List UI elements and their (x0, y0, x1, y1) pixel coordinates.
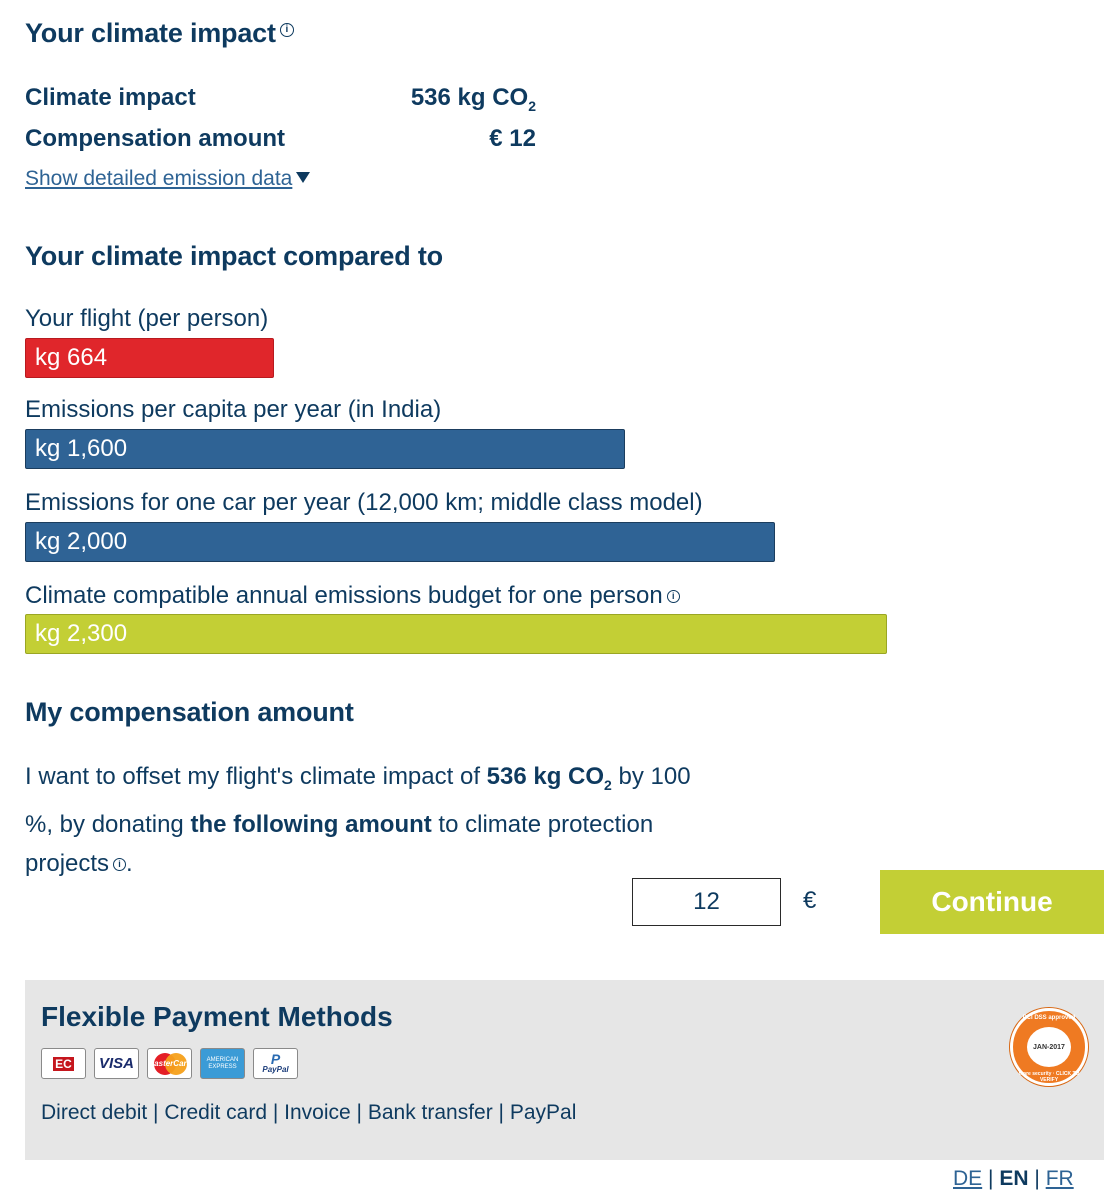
payment-methods-list: Direct debit | Credit card | Invoice | B… (41, 1101, 577, 1124)
co2-subscript: 2 (528, 97, 536, 114)
pci-badge-top-text: PCI DSS approved (1022, 1015, 1076, 1021)
co2-subscript: 2 (604, 776, 612, 793)
comparison-label-car: Emissions for one car per year (12,000 k… (25, 489, 703, 516)
info-icon[interactable]: i (666, 590, 680, 604)
compensation-bold-amount: the following amount (190, 810, 432, 838)
paypal-p-glyph: P (270, 1051, 281, 1067)
ec-card-label: EC (53, 1056, 74, 1071)
show-detailed-emission-link[interactable]: Show detailed emission data (25, 167, 311, 191)
comparison-bar-budget: kg 2,300 (25, 614, 887, 654)
language-en-current: EN (999, 1167, 1029, 1190)
climate-impact-value: 536 kg CO2 (25, 84, 536, 114)
comparison-bar-flight: kg 664 (25, 338, 274, 378)
compensation-description: I want to offset my flight's climate imp… (25, 757, 705, 883)
compensation-amount-input[interactable] (632, 878, 781, 926)
paypal-label: PayPal (262, 1065, 289, 1074)
language-fr-link[interactable]: FR (1045, 1167, 1074, 1190)
ec-card-icon: EC (41, 1048, 86, 1079)
mastercard-icon: MasterCard (147, 1048, 192, 1079)
pci-badge-bottom-text: more security · CLICK TO VERIFY (1018, 1071, 1080, 1083)
info-icon[interactable]: i (113, 857, 127, 871)
payment-methods-panel: Flexible Payment Methods EC VISA MasterC… (25, 980, 1104, 1160)
comparison-label-budget: Climate compatible annual emissions budg… (25, 582, 680, 610)
info-icon[interactable]: i (279, 23, 294, 37)
pci-badge-center: JAN-2017 (1027, 1027, 1071, 1067)
compensation-text-2: by 100 %, by donating (25, 763, 691, 838)
compensation-bold-co2: 536 kg CO2 (486, 763, 612, 793)
comparison-label-india: Emissions per capita per year (in India) (25, 396, 442, 423)
language-selector: DE | EN | FR (953, 1167, 1074, 1191)
compensation-bold-co2-text: 536 kg CO (486, 763, 605, 790)
language-separator: | (1034, 1167, 1040, 1190)
comparison-bar-car: kg 2,000 (25, 522, 775, 562)
compensation-text-4: . (126, 849, 133, 877)
comparison-label-flight: Your flight (per person) (25, 305, 269, 332)
comparison-heading: Your climate impact compared to (25, 241, 443, 271)
language-de-link[interactable]: DE (953, 1167, 983, 1190)
compensation-heading: My compensation amount (25, 697, 354, 727)
visa-card-icon: VISA (94, 1048, 139, 1079)
compensation-label: Compensation amount (25, 125, 286, 152)
compensation-row: Compensation amount € 12 (25, 125, 536, 153)
mastercard-orange-circle (165, 1053, 187, 1075)
climate-impact-label: Climate impact (25, 84, 196, 111)
payment-card-logos: EC VISA MasterCard AMERICAN EXPRESS P Pay… (41, 1048, 298, 1079)
climate-impact-heading: Your climate impact i (25, 18, 294, 49)
compensation-text-3: to climate protection projects (25, 810, 654, 877)
climate-impact-value-text: 536 kg CO (410, 84, 529, 111)
triangle-down-icon[interactable] (296, 172, 311, 183)
climate-impact-row: Climate impact 536 kg CO2 (25, 84, 536, 114)
payment-methods-title: Flexible Payment Methods (41, 1001, 393, 1032)
language-separator: | (988, 1167, 994, 1190)
compensation-text-1: I want to offset my flight's climate imp… (25, 763, 487, 790)
paypal-icon: P PayPal (253, 1048, 298, 1079)
mastercard-label: MasterCard (147, 1059, 192, 1068)
comparison-label-budget-text: Climate compatible annual emissions budg… (25, 582, 663, 609)
currency-symbol: € (803, 887, 817, 914)
climate-impact-title: Your climate impact (25, 18, 276, 48)
pci-badge-date: JAN-2017 (1033, 1043, 1065, 1051)
pci-dss-badge-icon[interactable]: PCI DSS approved JAN-2017 more security … (1010, 1008, 1088, 1086)
comparison-bar-india: kg 1,600 (25, 429, 625, 469)
compensation-value: € 12 (489, 125, 536, 152)
show-detailed-emission-text[interactable]: Show detailed emission data (25, 167, 293, 190)
amex-card-icon: AMERICAN EXPRESS (200, 1048, 245, 1079)
continue-button[interactable]: Continue (880, 870, 1104, 934)
